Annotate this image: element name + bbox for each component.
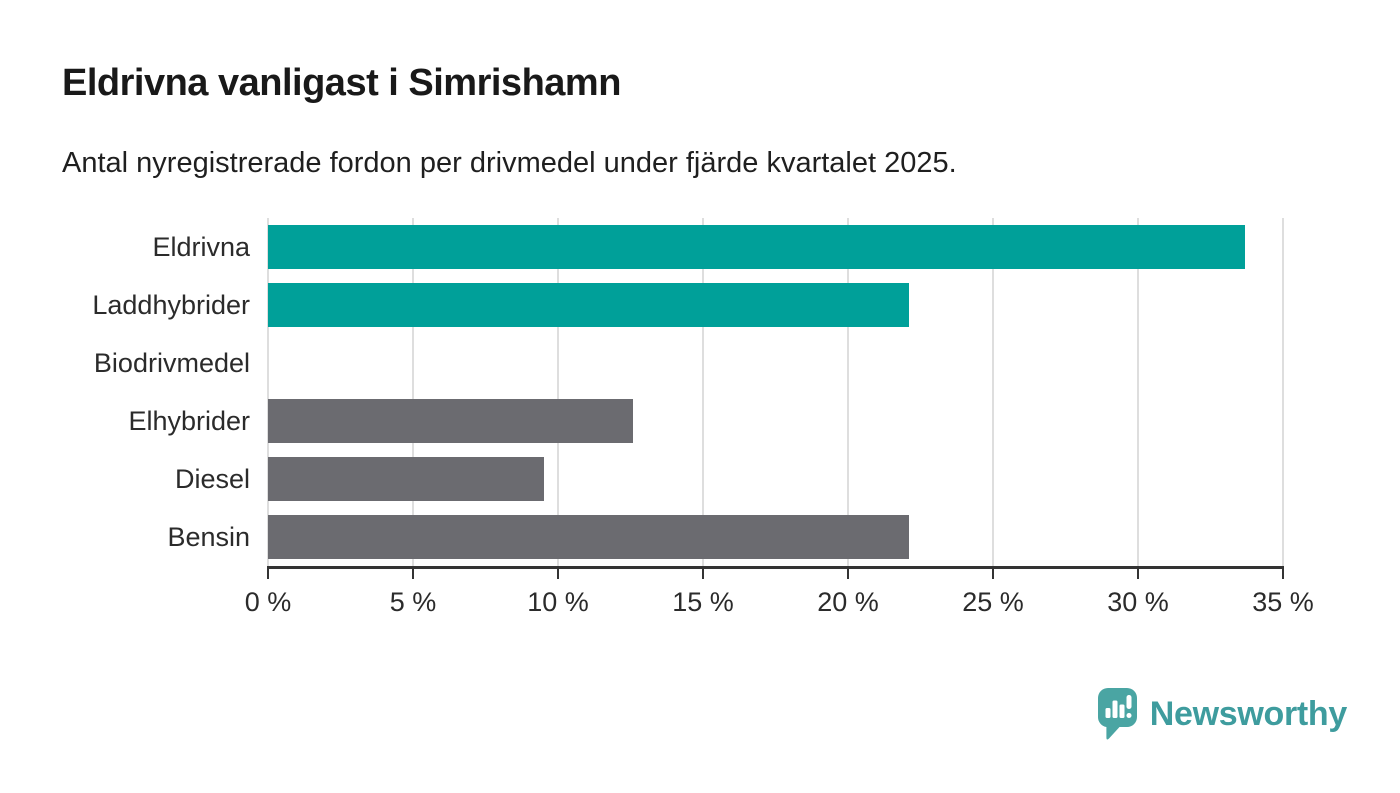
x-axis-tick-10 [557, 566, 559, 579]
category-label-diesel: Diesel [174, 464, 250, 494]
x-axis-tick-25 [992, 566, 994, 579]
category-label-laddhybrider: Laddhybrider [92, 290, 250, 320]
x-axis-tick-15 [702, 566, 704, 579]
newsworthy-speech-bubble-chart-icon [1097, 688, 1137, 740]
x-axis-tick-label-15: 15 % [672, 587, 734, 617]
category-label-bensin: Bensin [167, 522, 250, 552]
gridline-5 [412, 218, 414, 566]
bar-chart-plot-area: Eldrivna Laddhybrider Biodrivmedel Elhybrid… [92, 218, 1314, 617]
x-axis-tick-label-10: 10 % [527, 587, 589, 617]
newsworthy-wordmark: Newsworthy [1149, 695, 1348, 733]
gridline-15 [702, 218, 704, 566]
bar-eldrivna [268, 225, 1246, 269]
x-axis-tick-label-0: 0 % [244, 587, 292, 617]
gridline-25 [992, 218, 994, 566]
category-label-elhybrider: Elhybrider [128, 406, 250, 436]
x-axis-tick-0 [267, 566, 269, 579]
x-axis-tick-20 [847, 566, 849, 579]
x-axis-tick-35 [1282, 566, 1284, 579]
gridline-0 [267, 218, 269, 566]
x-axis-tick-label-25: 25 % [962, 587, 1024, 617]
bar-diesel [268, 457, 544, 501]
gridline-20 [847, 218, 849, 566]
chart-title: Eldrivna vanligast i Simrishamn [62, 62, 621, 104]
x-axis-tick-label-30: 30 % [1107, 587, 1169, 617]
x-axis-tick-30 [1137, 566, 1139, 579]
x-axis-tick-5 [412, 566, 414, 579]
x-axis-tick-label-5: 5 % [389, 587, 437, 617]
bar-bensin [268, 515, 909, 559]
category-label-biodrivmedel: Biodrivmedel [93, 348, 250, 378]
bar-laddhybrider [268, 283, 909, 327]
chart-subtitle: Antal nyregistrerade fordon per drivmede… [62, 147, 957, 179]
gridline-30 [1137, 218, 1139, 566]
gridline-35 [1282, 218, 1284, 566]
gridline-10 [557, 218, 559, 566]
category-label-eldrivna: Eldrivna [152, 232, 250, 262]
x-axis-tick-label-20: 20 % [817, 587, 879, 617]
newsworthy-logo: Newsworthy [1097, 687, 1347, 741]
x-axis-tick-label-35: 35 % [1252, 587, 1314, 617]
bar-elhybrider [268, 399, 634, 443]
